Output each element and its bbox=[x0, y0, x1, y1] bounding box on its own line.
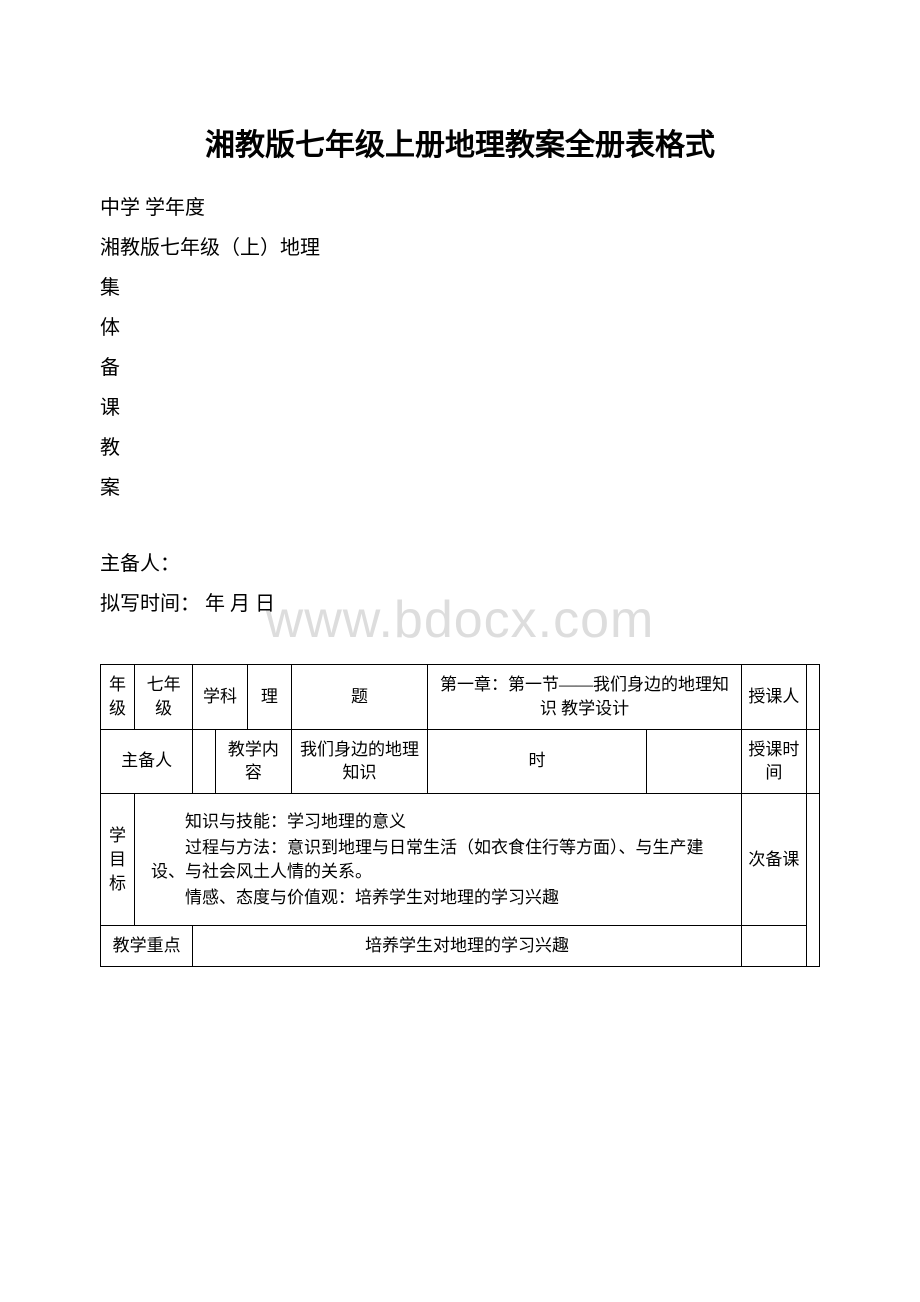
topic-label-cell: 题 bbox=[291, 665, 427, 730]
subject-value-cell: 理 bbox=[247, 665, 291, 730]
topic-value-cell: 第一章：第一节——我们身边的地理知识 教学设计 bbox=[428, 665, 742, 730]
grade-label-cell: 年级 bbox=[101, 665, 135, 730]
hours-value-cell bbox=[646, 729, 741, 794]
vertical-char: 课 bbox=[100, 388, 820, 428]
vertical-char: 体 bbox=[100, 308, 820, 348]
hours-label-cell: 时 bbox=[428, 729, 647, 794]
vertical-char: 备 bbox=[100, 348, 820, 388]
table-row: 主备人 教学内容 我们身边的地理知识 时 授课时间 bbox=[101, 729, 820, 794]
lesson-plan-table: 年级 七年级 学科 理 题 第一章：第一节——我们身边的地理知识 教学设计 授课… bbox=[100, 664, 820, 967]
preparer-value-cell bbox=[193, 729, 216, 794]
teacher-label-cell: 授课人 bbox=[741, 665, 806, 730]
secondary-prep-label-cell: 次备课 bbox=[741, 794, 806, 926]
teachtime-label-cell: 授课时间 bbox=[741, 729, 806, 794]
preparer-label-cell: 主备人 bbox=[101, 729, 193, 794]
content-value-cell: 我们身边的地理知识 bbox=[291, 729, 427, 794]
table-row: 学目标 知识与技能：学习地理的意义 过程与方法：意识到地理与日常生活（如衣食住行… bbox=[101, 794, 820, 926]
draft-time-line: 拟写时间： 年 月 日 bbox=[100, 584, 820, 624]
secondary-prep-value-cell bbox=[806, 794, 819, 967]
vertical-char: 案 bbox=[100, 468, 820, 508]
goal-label-cell: 学目标 bbox=[101, 794, 135, 926]
content-label-cell: 教学内容 bbox=[215, 729, 291, 794]
document-content: 湘教版七年级上册地理教案全册表格式 中学 学年度 湘教版七年级（上）地理 集 体… bbox=[100, 120, 820, 967]
goal-attitude: 情感、态度与价值观：培养学生对地理的学习兴趣 bbox=[151, 886, 725, 910]
goals-cell: 知识与技能：学习地理的意义 过程与方法：意识到地理与日常生活（如衣食住行等方面）… bbox=[135, 794, 742, 926]
grade-value-cell: 七年级 bbox=[135, 665, 193, 730]
page-title: 湘教版七年级上册地理教案全册表格式 bbox=[100, 120, 820, 164]
school-year-line: 中学 学年度 bbox=[100, 188, 820, 228]
vertical-char: 集 bbox=[100, 268, 820, 308]
goal-process: 过程与方法：意识到地理与日常生活（如衣食住行等方面）、与生产建设、与社会风土人情… bbox=[151, 836, 725, 884]
table-row: 教学重点 培养学生对地理的学习兴趣 bbox=[101, 926, 820, 967]
preparer-line: 主备人： bbox=[100, 544, 820, 584]
keypoint-extra-cell bbox=[741, 926, 806, 967]
goal-skill: 知识与技能：学习地理的意义 bbox=[151, 810, 725, 834]
subject-label-cell: 学科 bbox=[193, 665, 248, 730]
vertical-title: 集 体 备 课 教 案 bbox=[100, 268, 820, 508]
edition-line: 湘教版七年级（上）地理 bbox=[100, 228, 820, 268]
keypoint-value-cell: 培养学生对地理的学习兴趣 bbox=[193, 926, 742, 967]
keypoint-label-cell: 教学重点 bbox=[101, 926, 193, 967]
vertical-char: 教 bbox=[100, 428, 820, 468]
teachtime-value-cell bbox=[806, 729, 819, 794]
teacher-value-cell bbox=[806, 665, 819, 730]
table-row: 年级 七年级 学科 理 题 第一章：第一节——我们身边的地理知识 教学设计 授课… bbox=[101, 665, 820, 730]
